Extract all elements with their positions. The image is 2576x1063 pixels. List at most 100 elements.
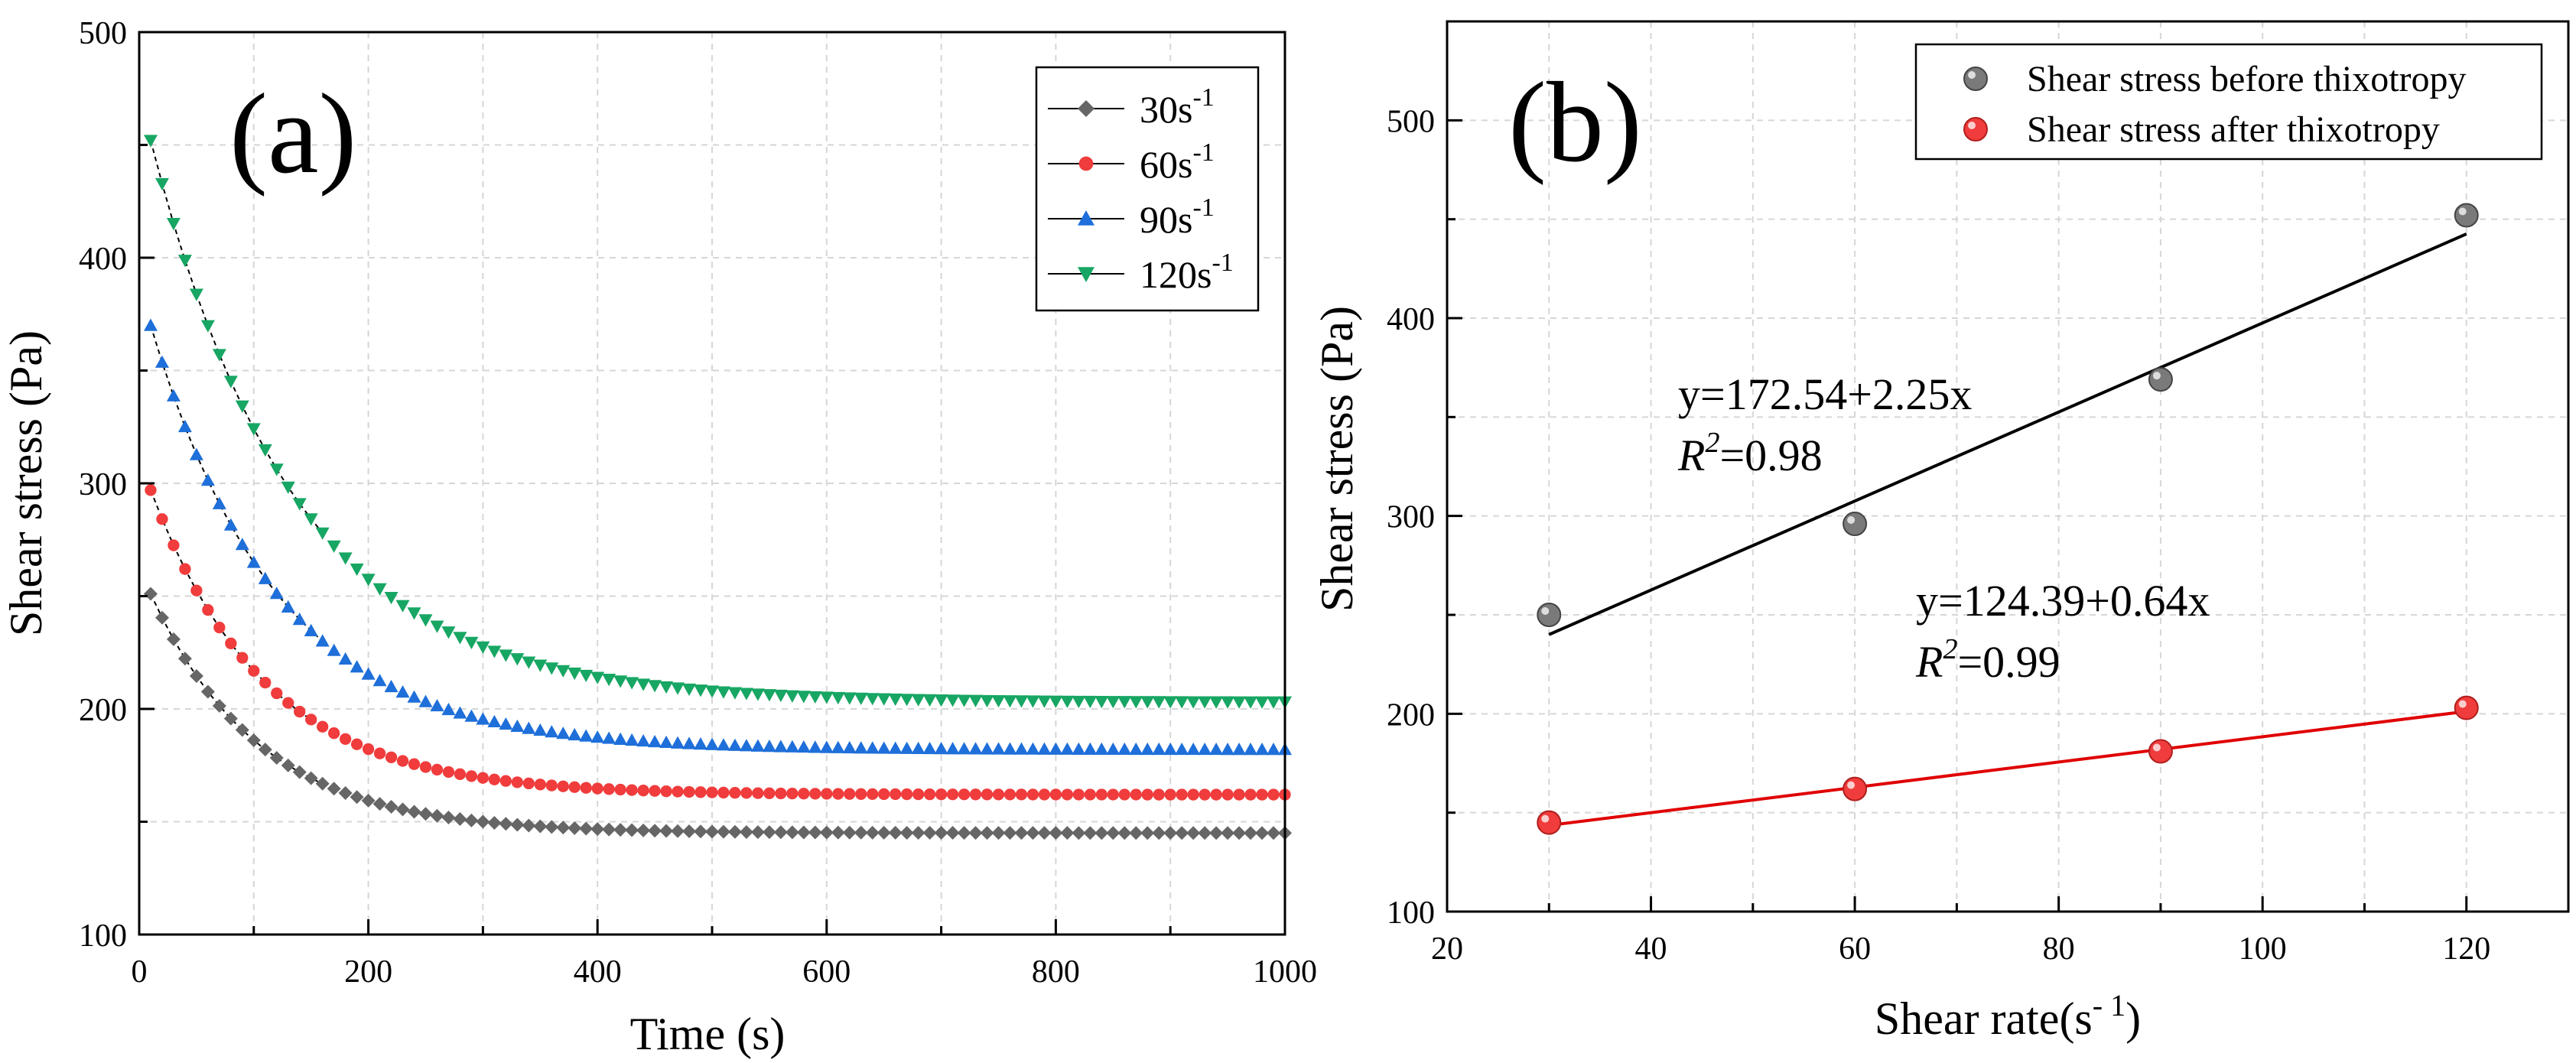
data-point-120s [648,680,662,693]
legend-marker-60s [1078,156,1094,171]
data-point-90s [877,741,891,754]
data-point-90s [212,496,226,509]
data-point-120s [1198,696,1212,709]
data-point-30s [945,826,960,840]
data-point-120s [808,691,822,704]
data-point-120s [1014,695,1029,708]
data-point-90s [1140,742,1155,756]
data-point-30s [499,817,513,831]
data-point-60s [545,779,558,792]
data-point-30s [533,819,548,834]
data-point-60s [923,788,936,801]
data-point-90s [1072,742,1086,755]
x-tick-label: 20 [1431,931,1463,967]
data-point-30s [235,723,249,737]
data-point-60s [156,513,168,525]
data-point-30s [1049,826,1063,840]
data-point-60s [362,743,375,756]
data-point-60s [350,738,363,750]
data-point-60s [958,788,971,801]
data-point-120s [510,653,525,666]
data-point-90s [739,739,753,752]
data-point-30s [327,782,341,796]
data-point-60s [649,785,661,797]
data-point-60s [488,773,501,785]
data-point-60s [832,788,844,800]
y-tick-label: 100 [79,918,127,954]
data-point-90s [200,473,215,486]
data-point-30s [579,821,594,836]
data-point-120s [682,683,697,697]
data-point-highlight [2152,372,2161,380]
panel-b-xlabel: Shear rate(s- 1) [1875,988,2141,1044]
data-point-90s [911,741,925,755]
data-point-60s [271,687,283,700]
x-tick-label: 600 [802,954,851,990]
legend-marker-highlight [1968,122,1976,129]
fit-line-1 [1549,710,2467,827]
data-point-120s [441,626,456,639]
data-point-90s [1152,742,1166,756]
data-point-60s [339,733,352,745]
data-point-90s [304,623,318,636]
data-point-120s [762,689,776,702]
data-point-120s [430,620,444,633]
data-point-90s [258,571,272,584]
data-point-90s [980,742,994,755]
data-point-90s [1026,742,1040,755]
data-point-60s [867,788,879,801]
data-point-60s [912,788,925,801]
data-point-60s [1199,788,1211,801]
fit-equation-before: y=172.54+2.25x [1678,369,1972,419]
data-point-120s [1094,695,1109,709]
data-point-30s [694,824,708,839]
data-point-120s [464,636,479,649]
data-point-90s [510,719,525,733]
data-point-90s [968,742,983,755]
data-point-0 [1843,512,1868,537]
data-point-60s [408,758,421,770]
data-point-30s [1267,826,1281,840]
data-point-60s [557,780,569,792]
data-point-60s [511,776,523,788]
data-point-60s [190,584,203,597]
data-point-30s [991,826,1006,840]
panel-b-label: (b) [1508,59,1642,186]
series-line-2 [150,325,324,642]
data-point-120s [1049,695,1063,708]
data-point-30s [1244,826,1258,840]
data-point-90s [487,714,502,728]
data-point-30s [418,807,433,821]
fit-r2-before: R2=0.98 [1677,427,1823,480]
data-point-90s [292,612,307,626]
data-point-60s [946,788,959,801]
data-point-90s [350,660,364,673]
data-point-120s [785,690,799,703]
data-point-120s [545,662,559,675]
data-point-90s [499,717,513,730]
data-point-90s [1244,743,1258,756]
legend-marker-highlight [1968,71,1976,79]
data-point-60s [419,761,432,773]
data-point-120s [407,607,421,620]
data-point-90s [315,634,330,647]
data-point-30s [1129,826,1143,840]
data-point-60s [1210,788,1222,801]
data-point-90s [865,741,880,754]
data-point-30s [750,825,765,840]
data-point-30s [223,711,238,726]
data-point-30s [269,751,284,766]
data-point-90s [1060,742,1075,755]
data-point-120s [533,659,548,672]
legend-marker-30s [1078,100,1094,117]
y-tick-label: 300 [1387,500,1435,535]
data-point-90s [1106,742,1120,756]
data-point-90s [246,555,261,568]
data-point-90s [1209,742,1224,756]
data-point-90s [796,740,811,753]
panel-a-label: (a) [229,70,356,197]
data-point-60s [168,539,180,551]
data-point-60s [202,603,214,616]
data-point-120s [671,682,685,695]
data-point-60s [1072,788,1085,801]
